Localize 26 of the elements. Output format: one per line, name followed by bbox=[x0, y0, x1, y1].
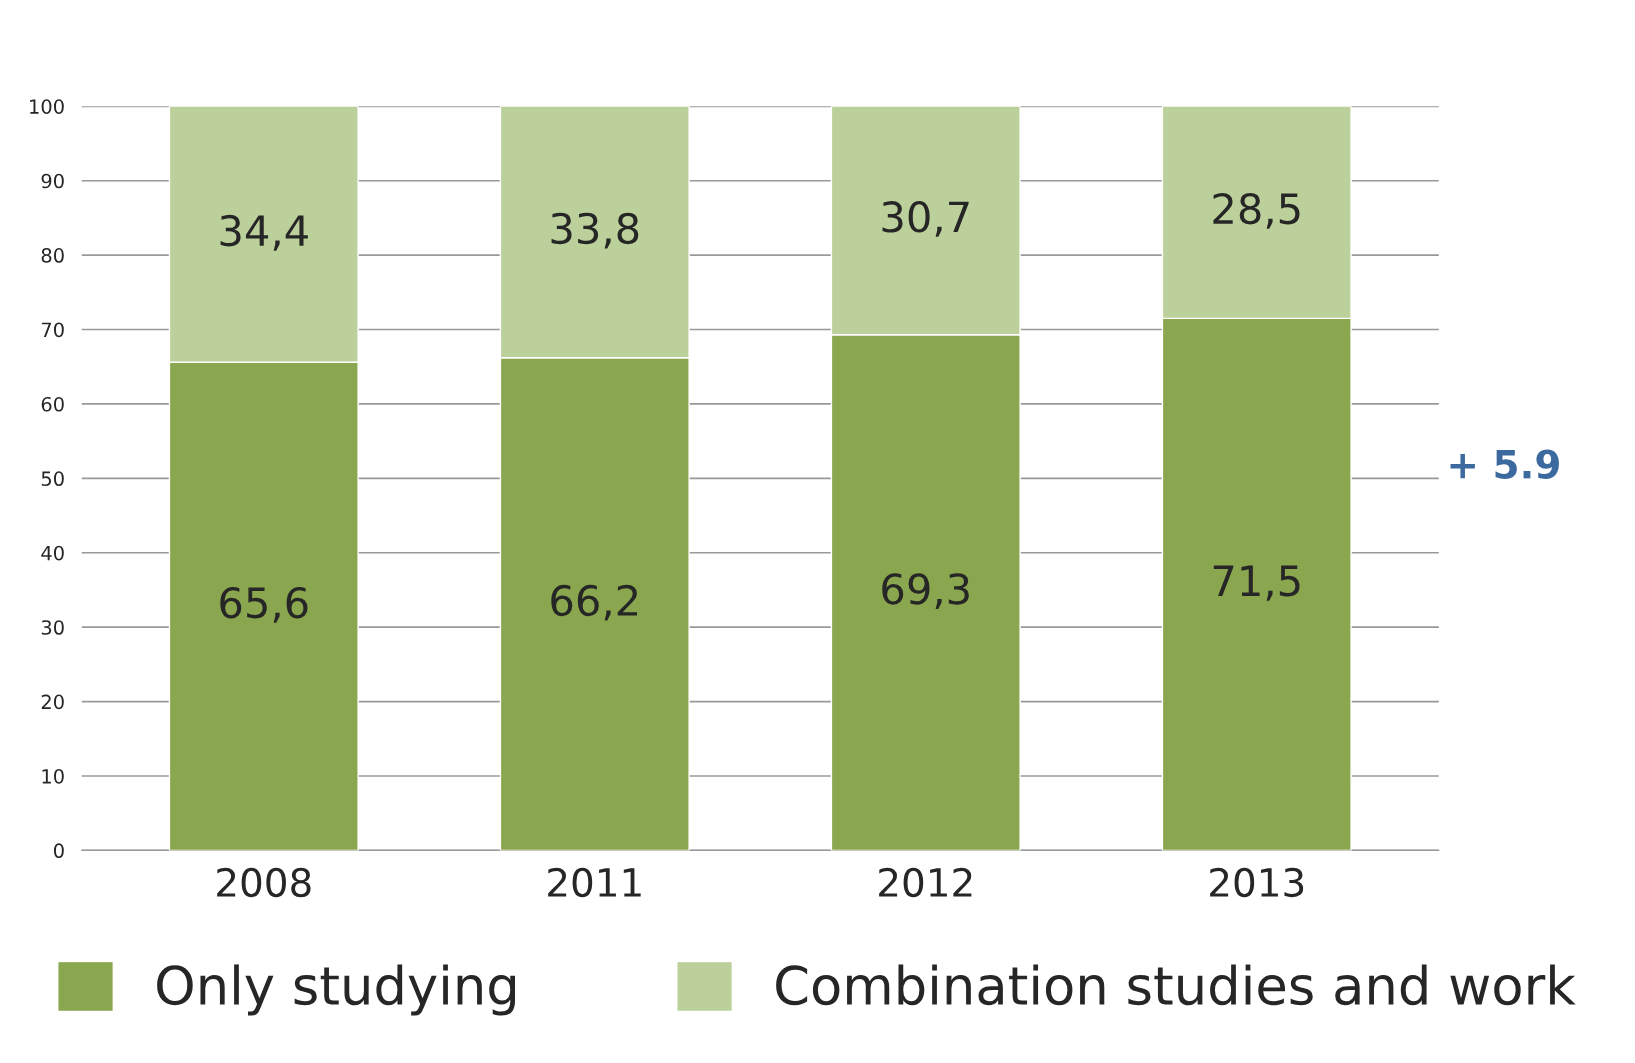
y-tick-label: 100 bbox=[30, 99, 64, 114]
x-tick-label: 2013 bbox=[1210, 867, 1304, 898]
data-label: 65,6 bbox=[220, 586, 308, 623]
y-tick-label: 0 bbox=[53, 843, 64, 859]
data-label: 69,3 bbox=[882, 573, 969, 609]
text: + 5.9 bbox=[1450, 449, 1559, 479]
y-tick-label: 60 bbox=[41, 396, 64, 412]
data-label: 28,5 bbox=[1213, 192, 1300, 229]
legend-label: Only studying bbox=[157, 964, 516, 1016]
y-tick-label: 20 bbox=[41, 694, 64, 710]
data-label: 33,8 bbox=[551, 212, 639, 249]
y-tick-label: 40 bbox=[41, 545, 64, 561]
data-label: 71,5 bbox=[1213, 565, 1300, 601]
y-tick-label: 90 bbox=[41, 173, 64, 189]
y-tick-label: 30 bbox=[41, 620, 64, 635]
y-tick-label: 70 bbox=[41, 322, 64, 338]
data-label: 30,7 bbox=[882, 201, 969, 237]
legend-label: Combination studies and work bbox=[776, 964, 1576, 1006]
y-tick-label: 50 bbox=[41, 471, 64, 487]
data-label: 66,2 bbox=[551, 584, 637, 621]
y-tick-label: 80 bbox=[41, 248, 64, 263]
y-tick-label: 10 bbox=[42, 768, 64, 784]
data-label: 34,4 bbox=[220, 214, 308, 251]
x-tick-label: 2012 bbox=[879, 867, 972, 898]
x-tick-label: 2008 bbox=[217, 867, 311, 898]
x-tick-label: 2011 bbox=[548, 867, 641, 898]
